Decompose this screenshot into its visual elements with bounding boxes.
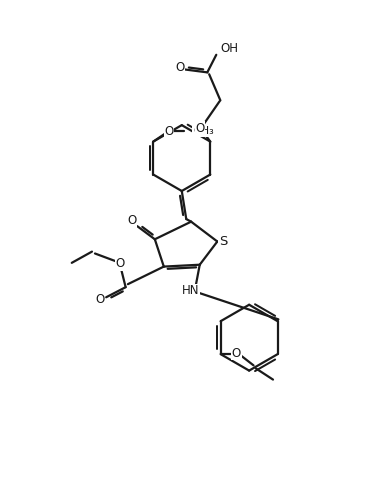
Text: O: O (232, 347, 241, 360)
Text: O: O (175, 62, 184, 74)
Text: O: O (127, 215, 137, 227)
Text: O: O (115, 257, 125, 271)
Text: O: O (195, 122, 205, 135)
Text: S: S (219, 235, 227, 248)
Text: CH₃: CH₃ (193, 126, 214, 136)
Text: HN: HN (182, 284, 199, 297)
Text: OH: OH (221, 41, 239, 55)
Text: O: O (96, 293, 105, 307)
Text: O: O (164, 124, 174, 138)
